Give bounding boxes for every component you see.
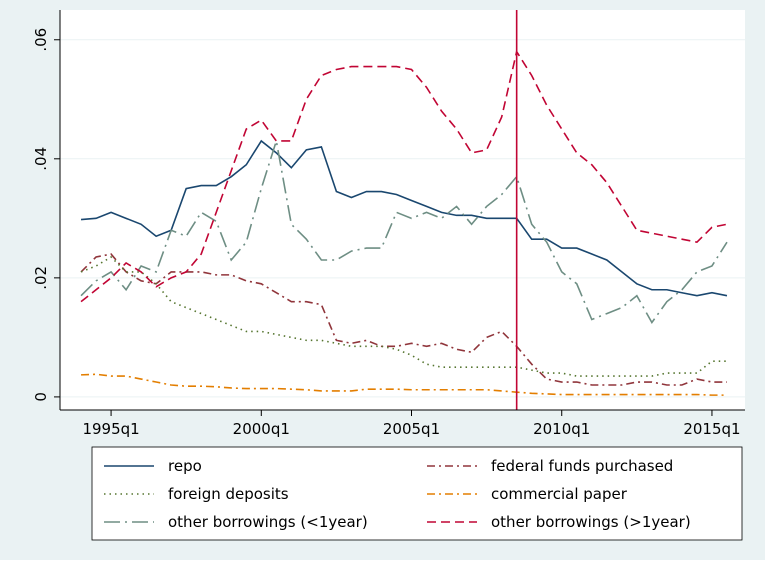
legend-label: other borrowings (<1year) <box>168 513 368 531</box>
legend-label: other borrowings (>1year) <box>491 513 691 531</box>
legend-label: foreign deposits <box>168 485 289 503</box>
grid <box>60 39 745 398</box>
x-tick-label: 2000q1 <box>233 420 290 438</box>
y-tick-label: .06 <box>32 28 50 52</box>
plot-area <box>60 10 745 410</box>
legend: repo federal funds purchased foreign depos… <box>104 457 691 531</box>
y-tick-label: .04 <box>32 147 50 171</box>
y-tick-label: 0 <box>32 392 50 402</box>
lines <box>80 10 728 410</box>
series-line <box>80 373 727 396</box>
x-tick-label: 2010q1 <box>533 420 590 438</box>
x-tick-label: 1995q1 <box>82 420 139 438</box>
series-line <box>80 139 728 297</box>
series-line <box>80 140 728 324</box>
legend-label: repo <box>168 457 202 475</box>
legend-label: federal funds purchased <box>491 457 673 475</box>
series-line <box>80 49 728 303</box>
legend-box <box>91 446 743 541</box>
series-line <box>80 256 727 377</box>
y-tick-label: .02 <box>32 266 50 290</box>
axes: 0 .02 .04 .06 1995q1 2000q1 2005q1 2010q1 2015q1 <box>32 28 741 438</box>
x-tick-label: 2015q1 <box>683 420 740 438</box>
series-line <box>80 253 727 386</box>
legend-label: commercial paper <box>491 485 628 503</box>
x-tick-label: 2005q1 <box>383 420 440 438</box>
